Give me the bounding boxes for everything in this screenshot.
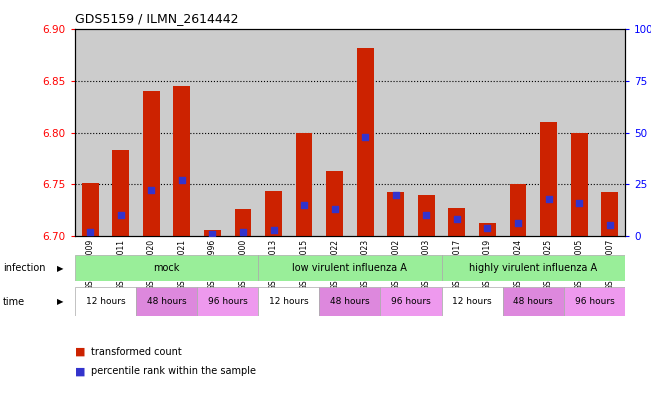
Bar: [326, 171, 343, 236]
Point: [238, 228, 248, 235]
Text: infection: infection: [3, 263, 46, 273]
Point: [268, 226, 279, 233]
Text: ▶: ▶: [57, 264, 64, 273]
Bar: [167, 29, 197, 236]
Point: [391, 191, 401, 198]
Bar: [479, 223, 496, 236]
Bar: [204, 230, 221, 236]
Bar: [564, 287, 625, 316]
Bar: [296, 132, 312, 236]
Bar: [320, 29, 350, 236]
Bar: [380, 287, 441, 316]
Text: mock: mock: [154, 263, 180, 273]
Text: 96 hours: 96 hours: [391, 297, 431, 306]
Bar: [357, 48, 374, 236]
Bar: [503, 287, 564, 316]
Bar: [289, 29, 320, 236]
Bar: [234, 209, 251, 236]
Bar: [258, 255, 441, 281]
Text: low virulent influenza A: low virulent influenza A: [292, 263, 408, 273]
Text: ■: ■: [75, 347, 85, 357]
Point: [299, 202, 309, 208]
Bar: [75, 29, 105, 236]
Bar: [594, 29, 625, 236]
Bar: [113, 150, 129, 236]
Bar: [173, 86, 190, 236]
Bar: [510, 184, 527, 236]
Bar: [540, 122, 557, 236]
Bar: [472, 29, 503, 236]
Point: [329, 206, 340, 212]
Text: 96 hours: 96 hours: [208, 297, 247, 306]
Point: [513, 220, 523, 226]
Bar: [411, 29, 441, 236]
Bar: [75, 287, 136, 316]
Bar: [571, 132, 587, 236]
Bar: [258, 287, 320, 316]
Point: [360, 134, 370, 140]
Bar: [441, 29, 472, 236]
Bar: [533, 29, 564, 236]
Point: [482, 224, 493, 231]
Bar: [265, 191, 282, 236]
Point: [452, 216, 462, 222]
Text: transformed count: transformed count: [91, 347, 182, 357]
Bar: [449, 208, 465, 236]
Bar: [441, 255, 625, 281]
Text: ■: ■: [75, 366, 85, 376]
Point: [85, 228, 95, 235]
Bar: [380, 29, 411, 236]
Text: 48 hours: 48 hours: [330, 297, 370, 306]
Point: [207, 231, 217, 237]
Bar: [602, 193, 618, 236]
Bar: [564, 29, 594, 236]
Bar: [441, 287, 503, 316]
Point: [421, 212, 432, 218]
Bar: [350, 29, 380, 236]
Point: [605, 222, 615, 229]
Bar: [228, 29, 258, 236]
Text: 48 hours: 48 hours: [146, 297, 186, 306]
Text: highly virulent influenza A: highly virulent influenza A: [469, 263, 598, 273]
Bar: [82, 183, 98, 236]
Point: [146, 187, 156, 193]
Text: 12 hours: 12 hours: [86, 297, 125, 306]
Bar: [197, 287, 258, 316]
Bar: [320, 287, 380, 316]
Bar: [105, 29, 136, 236]
Bar: [136, 287, 197, 316]
Point: [574, 200, 585, 206]
Text: GDS5159 / ILMN_2614442: GDS5159 / ILMN_2614442: [75, 12, 238, 25]
Text: 12 hours: 12 hours: [452, 297, 492, 306]
Bar: [503, 29, 533, 236]
Bar: [143, 91, 159, 236]
Bar: [197, 29, 228, 236]
Text: time: time: [3, 297, 25, 307]
Point: [544, 195, 554, 202]
Bar: [258, 29, 289, 236]
Bar: [136, 29, 167, 236]
Text: 12 hours: 12 hours: [269, 297, 309, 306]
Bar: [418, 195, 435, 236]
Text: ▶: ▶: [57, 297, 64, 306]
Text: 48 hours: 48 hours: [514, 297, 553, 306]
Bar: [387, 193, 404, 236]
Text: 96 hours: 96 hours: [575, 297, 615, 306]
Bar: [75, 255, 258, 281]
Text: percentile rank within the sample: percentile rank within the sample: [91, 366, 256, 376]
Point: [176, 177, 187, 183]
Point: [115, 212, 126, 218]
